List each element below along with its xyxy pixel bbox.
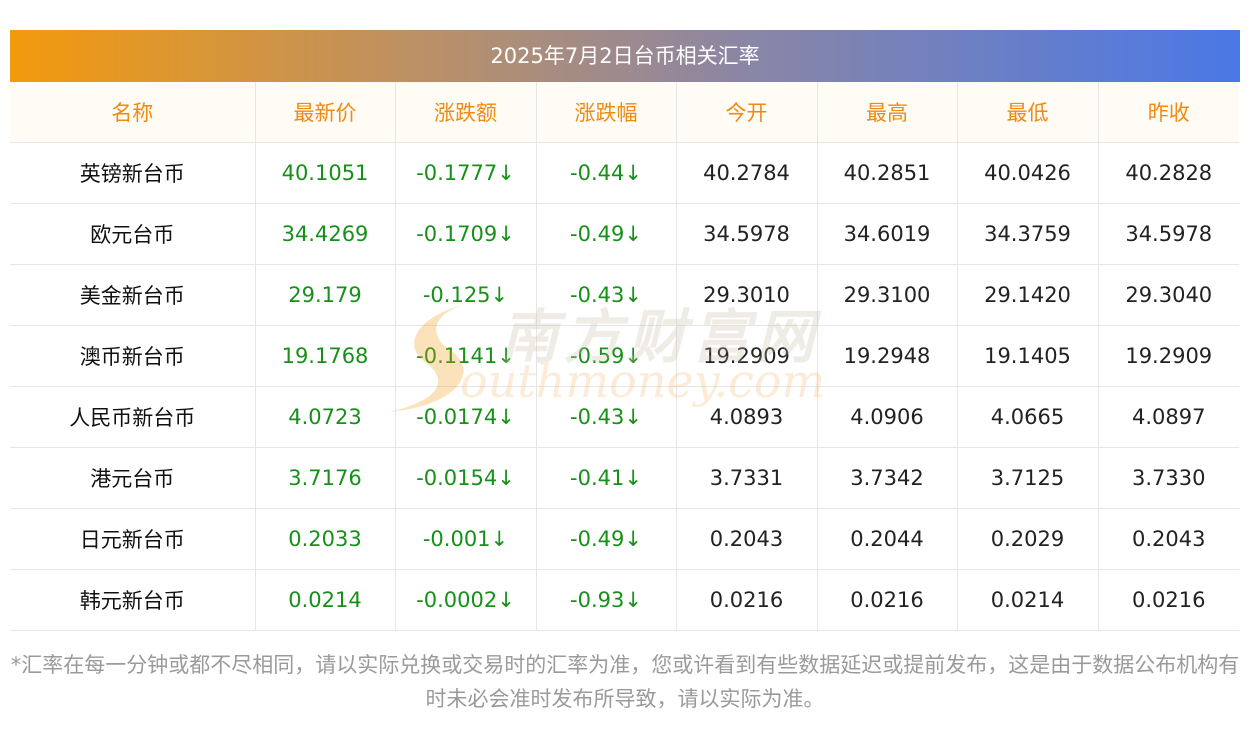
cell-high: 0.0216 (816, 569, 958, 631)
cell-open: 19.2909 (675, 325, 818, 387)
cell-high: 3.7342 (816, 447, 958, 509)
cell-prev-close: 29.3040 (1097, 264, 1239, 326)
header-latest: 最新价 (254, 82, 396, 143)
cell-name: 人民币新台币 (10, 386, 256, 448)
table-row: 韩元新台币 0.0214 -0.0002↓ -0.93↓ 0.0216 0.02… (10, 569, 1239, 631)
cell-open: 34.5978 (675, 203, 818, 265)
cell-prev-close: 40.2828 (1097, 142, 1239, 204)
cell-latest: 29.179 (254, 264, 396, 326)
cell-high: 19.2948 (816, 325, 958, 387)
cell-prev-close: 19.2909 (1097, 325, 1239, 387)
cell-latest: 19.1768 (254, 325, 396, 387)
cell-change: -0.001↓ (394, 508, 537, 570)
cell-change: -0.1777↓ (394, 142, 537, 204)
cell-latest: 0.0214 (254, 569, 396, 631)
table-row: 澳币新台币 19.1768 -0.1141↓ -0.59↓ 19.2909 19… (10, 325, 1239, 387)
cell-low: 19.1405 (956, 325, 1099, 387)
cell-low: 0.0214 (956, 569, 1099, 631)
disclaimer-note: *汇率在每一分钟或都不尽相同，请以实际兑换或交易时的汇率为准，您或许看到有些数据… (10, 653, 1240, 711)
cell-name: 韩元新台币 (10, 569, 256, 631)
cell-latest: 4.0723 (254, 386, 396, 448)
header-name: 名称 (10, 82, 256, 143)
cell-low: 40.0426 (956, 142, 1099, 204)
header-high: 最高 (816, 82, 958, 143)
cell-change: -0.0174↓ (394, 386, 537, 448)
header-low: 最低 (956, 82, 1099, 143)
table-row: 美金新台币 29.179 -0.125↓ -0.43↓ 29.3010 29.3… (10, 264, 1239, 326)
cell-latest: 34.4269 (254, 203, 396, 265)
cell-latest: 3.7176 (254, 447, 396, 509)
cell-prev-close: 4.0897 (1097, 386, 1239, 448)
cell-high: 4.0906 (816, 386, 958, 448)
cell-prev-close: 34.5978 (1097, 203, 1239, 265)
cell-low: 4.0665 (956, 386, 1099, 448)
cell-open: 4.0893 (675, 386, 818, 448)
cell-name: 港元台币 (10, 447, 256, 509)
cell-high: 0.2044 (816, 508, 958, 570)
cell-change-pct: -0.43↓ (535, 264, 677, 326)
cell-high: 40.2851 (816, 142, 958, 204)
cell-open: 40.2784 (675, 142, 818, 204)
cell-high: 29.3100 (816, 264, 958, 326)
cell-latest: 40.1051 (254, 142, 396, 204)
cell-prev-close: 0.0216 (1097, 569, 1239, 631)
header-change-pct: 涨跌幅 (535, 82, 677, 143)
table-row: 港元台币 3.7176 -0.0154↓ -0.41↓ 3.7331 3.734… (10, 447, 1239, 509)
cell-change: -0.1141↓ (394, 325, 537, 387)
rates-table: 名称 最新价 涨跌额 涨跌幅 今开 最高 最低 昨收 英镑新台币 40.1051… (10, 82, 1239, 631)
cell-change-pct: -0.93↓ (535, 569, 677, 631)
cell-low: 34.3759 (956, 203, 1099, 265)
cell-name: 欧元台币 (10, 203, 256, 265)
cell-name: 英镑新台币 (10, 142, 256, 204)
table-header-row: 名称 最新价 涨跌额 涨跌幅 今开 最高 最低 昨收 (10, 82, 1239, 143)
cell-change: -0.0154↓ (394, 447, 537, 509)
cell-change-pct: -0.49↓ (535, 203, 677, 265)
cell-prev-close: 0.2043 (1097, 508, 1239, 570)
table-row: 日元新台币 0.2033 -0.001↓ -0.49↓ 0.2043 0.204… (10, 508, 1239, 570)
cell-open: 3.7331 (675, 447, 818, 509)
cell-open: 0.0216 (675, 569, 818, 631)
cell-change: -0.1709↓ (394, 203, 537, 265)
cell-change-pct: -0.43↓ (535, 386, 677, 448)
header-open: 今开 (675, 82, 818, 143)
cell-change: -0.125↓ (394, 264, 537, 326)
table-row: 欧元台币 34.4269 -0.1709↓ -0.49↓ 34.5978 34.… (10, 203, 1239, 265)
cell-prev-close: 3.7330 (1097, 447, 1239, 509)
cell-high: 34.6019 (816, 203, 958, 265)
cell-latest: 0.2033 (254, 508, 396, 570)
cell-low: 3.7125 (956, 447, 1099, 509)
cell-name: 澳币新台币 (10, 325, 256, 387)
cell-change-pct: -0.44↓ (535, 142, 677, 204)
cell-low: 29.1420 (956, 264, 1099, 326)
page-title: 2025年7月2日台币相关汇率 (10, 30, 1240, 82)
header-prev-close: 昨收 (1097, 82, 1239, 143)
cell-name: 美金新台币 (10, 264, 256, 326)
cell-change-pct: -0.49↓ (535, 508, 677, 570)
cell-change: -0.0002↓ (394, 569, 537, 631)
table-row: 人民币新台币 4.0723 -0.0174↓ -0.43↓ 4.0893 4.0… (10, 386, 1239, 448)
cell-low: 0.2029 (956, 508, 1099, 570)
cell-change-pct: -0.41↓ (535, 447, 677, 509)
cell-open: 0.2043 (675, 508, 818, 570)
table-row: 英镑新台币 40.1051 -0.1777↓ -0.44↓ 40.2784 40… (10, 142, 1239, 204)
header-change: 涨跌额 (394, 82, 537, 143)
cell-open: 29.3010 (675, 264, 818, 326)
cell-name: 日元新台币 (10, 508, 256, 570)
cell-change-pct: -0.59↓ (535, 325, 677, 387)
